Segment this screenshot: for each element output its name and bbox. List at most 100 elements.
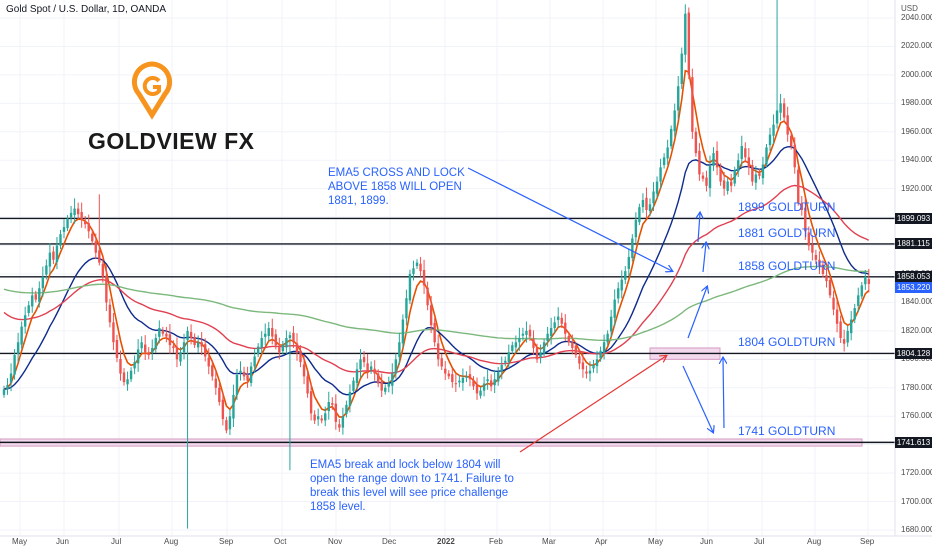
candle xyxy=(260,331,263,354)
y-tick-label: 1980.000 xyxy=(901,98,932,108)
brand-logo: GOLDVIEW FX xyxy=(88,128,255,155)
candle xyxy=(422,259,426,294)
candle xyxy=(292,326,295,348)
candle xyxy=(500,356,503,380)
goldturn-label: 1741 GOLDTURN xyxy=(738,424,836,439)
candle xyxy=(426,281,429,311)
candle xyxy=(571,334,574,355)
candle xyxy=(581,352,585,378)
candle xyxy=(126,371,129,391)
candle xyxy=(151,339,154,360)
brand-suffix: FX xyxy=(224,128,255,154)
candle xyxy=(341,407,345,435)
candle xyxy=(253,348,256,373)
candle xyxy=(105,265,108,311)
candle xyxy=(362,351,366,368)
y-tick-label: 1840.000 xyxy=(901,297,932,307)
candle xyxy=(398,332,401,365)
candle xyxy=(821,260,825,278)
level-price-tag: 1881.115 xyxy=(895,238,932,250)
candle xyxy=(701,172,705,182)
level-price-tag: 1741.613 xyxy=(895,436,932,448)
candle xyxy=(719,163,722,186)
candle xyxy=(472,376,475,390)
candle xyxy=(680,47,683,89)
candle xyxy=(489,374,493,392)
candle xyxy=(828,276,832,299)
candle xyxy=(772,114,775,145)
candle xyxy=(652,182,655,211)
candle xyxy=(631,234,634,262)
candle xyxy=(765,144,768,168)
candle xyxy=(189,324,193,345)
candle xyxy=(419,256,422,277)
candle xyxy=(814,249,818,265)
y-tick-label: 1680.000 xyxy=(901,525,932,534)
level-price-tag: 1858.053 xyxy=(895,271,932,283)
candle xyxy=(278,337,281,360)
candle xyxy=(391,363,394,395)
x-tick-label: 2022 xyxy=(437,537,455,546)
candle xyxy=(535,343,539,363)
axis-unit: USD xyxy=(901,4,918,13)
candle xyxy=(267,322,270,341)
candle xyxy=(694,127,698,157)
candle xyxy=(129,367,133,383)
candle xyxy=(412,260,415,281)
candle xyxy=(98,194,101,266)
projection-arrow xyxy=(682,365,713,432)
candle xyxy=(355,362,359,389)
candle xyxy=(740,135,743,168)
candle xyxy=(249,362,253,387)
candle xyxy=(793,137,796,174)
x-tick-label: Dec xyxy=(382,537,397,546)
candle xyxy=(479,387,482,399)
candle xyxy=(108,298,112,328)
candle xyxy=(733,166,736,187)
ema-55-line xyxy=(3,184,870,374)
candle xyxy=(775,0,779,129)
y-tick-label: 2000.000 xyxy=(901,69,932,79)
candle xyxy=(101,256,105,283)
candle xyxy=(204,338,207,362)
candle xyxy=(451,367,454,388)
candle xyxy=(13,349,16,380)
candle xyxy=(207,348,210,375)
brand-name: GOLDVIEW xyxy=(88,128,218,154)
y-tick-label: 1760.000 xyxy=(901,411,932,421)
candle xyxy=(511,341,514,354)
candle xyxy=(338,419,341,432)
candle xyxy=(366,353,369,379)
candle xyxy=(754,165,758,190)
location-pin-g-icon xyxy=(131,61,173,120)
candle xyxy=(850,310,853,341)
candle xyxy=(846,325,849,347)
candle xyxy=(122,368,126,386)
candle xyxy=(73,198,76,224)
candle xyxy=(175,337,179,368)
candle xyxy=(807,226,811,251)
candle xyxy=(45,259,48,280)
candle xyxy=(553,316,556,334)
candle xyxy=(246,366,249,388)
candle xyxy=(768,127,772,151)
y-tick-label: 1720.000 xyxy=(901,468,932,478)
candle xyxy=(539,344,542,364)
candle xyxy=(214,370,217,395)
candle xyxy=(228,409,232,435)
candle xyxy=(567,331,570,346)
candle xyxy=(264,323,267,346)
y-tick-label: 1960.000 xyxy=(901,126,932,136)
candle xyxy=(518,327,521,351)
candle xyxy=(835,299,839,333)
candle xyxy=(34,290,37,303)
y-tick-label: 1780.000 xyxy=(901,382,932,392)
candle xyxy=(867,268,871,293)
candle xyxy=(761,156,765,185)
candle xyxy=(712,147,715,171)
candle xyxy=(677,76,680,119)
candle xyxy=(115,334,119,363)
candle xyxy=(546,326,549,347)
candle xyxy=(461,368,465,391)
